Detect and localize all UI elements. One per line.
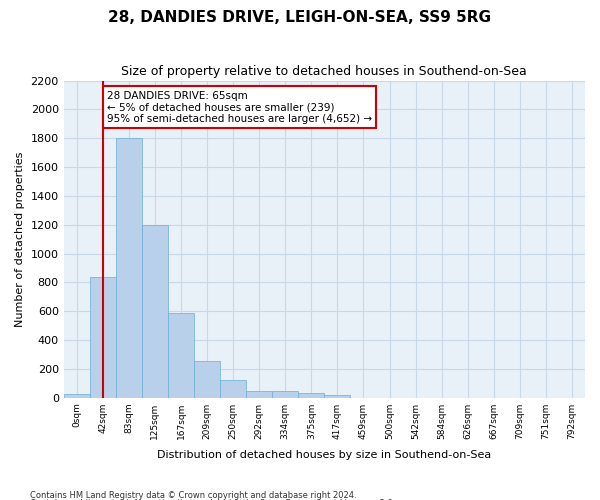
Bar bbox=[325, 396, 350, 398]
Bar bbox=[142, 224, 168, 398]
Text: Contains public sector information licensed under the Open Government Licence v3: Contains public sector information licen… bbox=[30, 499, 395, 500]
Bar bbox=[220, 380, 246, 398]
Bar bbox=[272, 391, 298, 398]
Bar bbox=[168, 312, 194, 398]
Bar bbox=[246, 391, 272, 398]
Bar bbox=[64, 394, 90, 398]
Text: 28, DANDIES DRIVE, LEIGH-ON-SEA, SS9 5RG: 28, DANDIES DRIVE, LEIGH-ON-SEA, SS9 5RG bbox=[109, 10, 491, 25]
Text: 28 DANDIES DRIVE: 65sqm
← 5% of detached houses are smaller (239)
95% of semi-de: 28 DANDIES DRIVE: 65sqm ← 5% of detached… bbox=[107, 90, 372, 124]
Bar bbox=[194, 361, 220, 398]
Title: Size of property relative to detached houses in Southend-on-Sea: Size of property relative to detached ho… bbox=[121, 65, 527, 78]
X-axis label: Distribution of detached houses by size in Southend-on-Sea: Distribution of detached houses by size … bbox=[157, 450, 491, 460]
Bar bbox=[116, 138, 142, 398]
Bar bbox=[298, 394, 325, 398]
Y-axis label: Number of detached properties: Number of detached properties bbox=[15, 152, 25, 327]
Bar bbox=[90, 276, 116, 398]
Text: Contains HM Land Registry data © Crown copyright and database right 2024.: Contains HM Land Registry data © Crown c… bbox=[30, 490, 356, 500]
